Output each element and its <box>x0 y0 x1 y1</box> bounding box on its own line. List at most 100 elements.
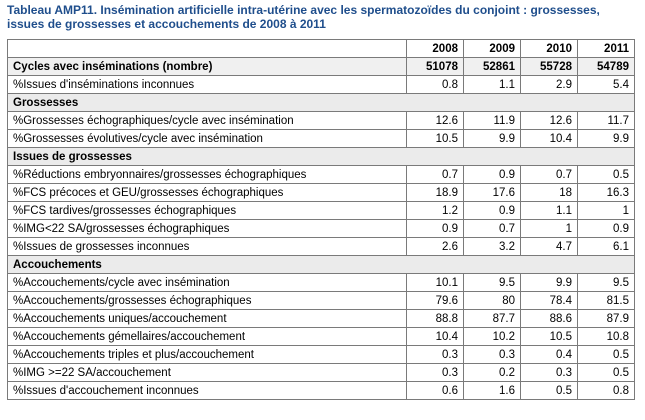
year-header-2008: 2008 <box>406 39 464 58</box>
value-cell-2010: 0.4 <box>520 345 578 364</box>
value-cell-2009: 9.5 <box>463 273 521 292</box>
table-row: %Issues d'accouchement inconnues 0.6 1.6 0.… <box>7 381 635 400</box>
value-cell-2011: 10.8 <box>577 327 635 346</box>
table-row: %FCS tardives/grossesses échographiques 1… <box>7 201 635 220</box>
value-cell-2008: 0.3 <box>406 345 464 364</box>
value-cell-2010: 0.5 <box>520 381 578 400</box>
table-row: %IMG<22 SA/grossesses échographiques 0.9 0… <box>7 219 635 238</box>
header-row: 2008 2009 2010 2011 <box>7 39 635 58</box>
value-cell-2011: 9.9 <box>577 129 635 148</box>
row-label: %Réductions embryonnaires/grossesses éch… <box>7 165 407 184</box>
value-cell-2009: 0.9 <box>463 201 521 220</box>
section-header-row: Issues de grossesses <box>7 147 635 166</box>
table-title-line-2: issues de grossesses et accouchements de… <box>7 17 326 31</box>
table-title-line-1: Tableau AMP11. Insémination artificielle… <box>7 3 600 17</box>
row-label: %Issues de grossesses inconnues <box>7 237 407 256</box>
value-cell-2009: 87.7 <box>463 309 521 328</box>
value-cell-2008: 0.7 <box>406 165 464 184</box>
row-label: %Accouchements/grossesses échographiques <box>7 291 407 310</box>
value-cell-2011: 9.5 <box>577 273 635 292</box>
table-row: %Accouchements gémellaires/accouchement 1… <box>7 327 635 346</box>
value-cell-2011: 0.5 <box>577 363 635 382</box>
table-body: Cycles avec inséminations (nombre) 51078 5… <box>7 57 635 400</box>
value-cell-2011: 16.3 <box>577 183 635 202</box>
table-row: %Accouchements/cycle avec insémination 10… <box>7 273 635 292</box>
section-header-row: Grossesses <box>7 93 635 112</box>
table-row: %Issues d'inséminations inconnues 0.8 1.1 2… <box>7 75 635 94</box>
value-cell-2011: 11.7 <box>577 111 635 130</box>
amp11-table: 2008 2009 2010 2011 Cycles avec insémina… <box>7 39 635 400</box>
table-row: Cycles avec inséminations (nombre) 51078 5… <box>7 57 635 76</box>
value-cell-2009: 10.2 <box>463 327 521 346</box>
value-cell-2010: 1 <box>520 219 578 238</box>
value-cell-2009: 1.1 <box>463 75 521 94</box>
value-cell-2008: 0.8 <box>406 75 464 94</box>
row-label: %Issues d'inséminations inconnues <box>7 75 407 94</box>
section-title: Issues de grossesses <box>7 147 635 166</box>
value-cell-2011: 0.5 <box>577 165 635 184</box>
value-cell-2010: 88.6 <box>520 309 578 328</box>
row-label: Cycles avec inséminations (nombre) <box>7 57 407 76</box>
section-title: Accouchements <box>7 255 635 274</box>
value-cell-2009: 9.9 <box>463 129 521 148</box>
row-label: %Accouchements triples et plus/accouchem… <box>7 345 407 364</box>
row-label: %Grossesses échographiques/cycle avec in… <box>7 111 407 130</box>
value-cell-2009: 17.6 <box>463 183 521 202</box>
value-cell-2009: 1.6 <box>463 381 521 400</box>
value-cell-2011: 6.1 <box>577 237 635 256</box>
value-cell-2008: 88.8 <box>406 309 464 328</box>
value-cell-2010: 9.9 <box>520 273 578 292</box>
value-cell-2008: 0.3 <box>406 363 464 382</box>
table-title: Tableau AMP11. Insémination artificielle… <box>7 3 637 31</box>
value-cell-2011: 0.8 <box>577 381 635 400</box>
section-title: Grossesses <box>7 93 635 112</box>
value-cell-2008: 51078 <box>406 57 464 76</box>
value-cell-2008: 1.2 <box>406 201 464 220</box>
value-cell-2008: 79.6 <box>406 291 464 310</box>
row-label: %Accouchements gémellaires/accouchement <box>7 327 407 346</box>
value-cell-2011: 0.5 <box>577 345 635 364</box>
row-label: %FCS précoces et GEU/grossesses échograp… <box>7 183 407 202</box>
value-cell-2011: 81.5 <box>577 291 635 310</box>
value-cell-2008: 18.9 <box>406 183 464 202</box>
value-cell-2010: 10.4 <box>520 129 578 148</box>
row-label: %Accouchements/cycle avec insémination <box>7 273 407 292</box>
value-cell-2008: 2.6 <box>406 237 464 256</box>
value-cell-2011: 1 <box>577 201 635 220</box>
value-cell-2010: 12.6 <box>520 111 578 130</box>
row-label: %IMG >=22 SA/accouchement <box>7 363 407 382</box>
row-label: %Grossesses évolutives/cycle avec insémi… <box>7 129 407 148</box>
table-row: %Réductions embryonnaires/grossesses éch… <box>7 165 635 184</box>
table-row: %Grossesses échographiques/cycle avec in… <box>7 111 635 130</box>
value-cell-2009: 11.9 <box>463 111 521 130</box>
row-label: %IMG<22 SA/grossesses échographiques <box>7 219 407 238</box>
header-corner-cell <box>7 39 407 58</box>
value-cell-2010: 55728 <box>520 57 578 76</box>
value-cell-2010: 0.7 <box>520 165 578 184</box>
table-row: %Accouchements uniques/accouchement 88.8 8… <box>7 309 635 328</box>
value-cell-2008: 0.9 <box>406 219 464 238</box>
value-cell-2009: 0.7 <box>463 219 521 238</box>
year-header-2010: 2010 <box>520 39 578 58</box>
value-cell-2010: 0.3 <box>520 363 578 382</box>
value-cell-2009: 3.2 <box>463 237 521 256</box>
row-label: %Accouchements uniques/accouchement <box>7 309 407 328</box>
value-cell-2010: 2.9 <box>520 75 578 94</box>
value-cell-2009: 0.9 <box>463 165 521 184</box>
table-row: %Issues de grossesses inconnues 2.6 3.2 4.7… <box>7 237 635 256</box>
section-header-row: Accouchements <box>7 255 635 274</box>
table-row: %FCS précoces et GEU/grossesses échograp… <box>7 183 635 202</box>
value-cell-2011: 0.9 <box>577 219 635 238</box>
table-row: %Accouchements triples et plus/accouchem… <box>7 345 635 364</box>
value-cell-2011: 87.9 <box>577 309 635 328</box>
value-cell-2010: 10.5 <box>520 327 578 346</box>
value-cell-2011: 5.4 <box>577 75 635 94</box>
value-cell-2009: 0.2 <box>463 363 521 382</box>
value-cell-2010: 1.1 <box>520 201 578 220</box>
year-header-2011: 2011 <box>577 39 635 58</box>
year-header-2009: 2009 <box>463 39 521 58</box>
value-cell-2009: 80 <box>463 291 521 310</box>
value-cell-2008: 12.6 <box>406 111 464 130</box>
table-row: %Grossesses évolutives/cycle avec insémi… <box>7 129 635 148</box>
value-cell-2011: 54789 <box>577 57 635 76</box>
